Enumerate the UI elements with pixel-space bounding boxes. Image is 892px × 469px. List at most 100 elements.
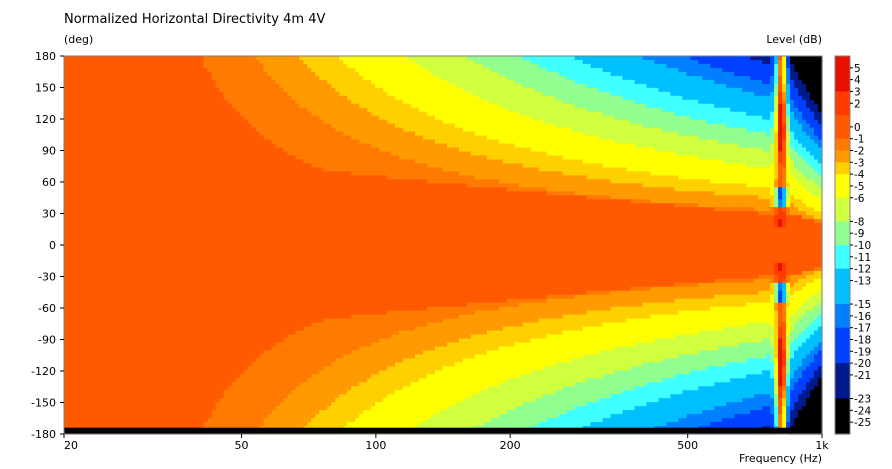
- heatmap-cell: [159, 179, 165, 184]
- heatmap-cell: [79, 398, 85, 403]
- heatmap-cell: [219, 179, 225, 184]
- heatmap-cell: [155, 350, 161, 356]
- chart-title: Normalized Horizontal Directivity 4m 4V: [64, 12, 326, 27]
- heatmap-cell: [139, 270, 145, 276]
- heatmap-cell: [131, 215, 137, 220]
- heatmap-cell: [215, 354, 221, 359]
- heatmap-cell: [183, 394, 189, 399]
- heatmap-cell: [135, 362, 141, 367]
- heatmap-cell: [211, 131, 217, 137]
- heatmap-cell: [127, 167, 133, 172]
- heatmap-cell: [115, 191, 121, 196]
- heatmap-cell: [191, 290, 197, 296]
- heatmap-cell: [227, 203, 233, 208]
- heatmap-cell: [167, 199, 173, 204]
- heatmap-cell: [251, 414, 257, 419]
- heatmap-cell: [259, 155, 265, 161]
- heatmap-cell: [95, 223, 101, 228]
- heatmap-cell: [147, 195, 153, 200]
- heatmap-cell: [135, 310, 141, 316]
- heatmap-cell: [187, 318, 193, 324]
- heatmap-cell: [227, 350, 233, 356]
- heatmap-cell: [111, 175, 117, 180]
- heatmap-cell: [159, 231, 165, 236]
- heatmap-cell: [83, 258, 89, 264]
- heatmap-cell: [135, 334, 141, 340]
- heatmap-cell: [191, 63, 197, 69]
- heatmap-cell: [231, 306, 237, 312]
- heatmap-cell: [91, 314, 97, 320]
- heatmap-cell: [75, 354, 81, 359]
- heatmap-cell: [75, 243, 81, 248]
- heatmap-cell: [223, 406, 229, 411]
- heatmap-cell: [99, 167, 105, 172]
- heatmap-cell: [179, 350, 185, 356]
- heatmap-cell: [191, 354, 197, 359]
- heatmap-cell: [251, 394, 257, 399]
- heatmap-cell: [75, 402, 81, 407]
- heatmap-cell: [215, 318, 221, 324]
- heatmap-cell: [191, 131, 197, 137]
- heatmap-cell: [131, 278, 137, 284]
- heatmap-cell: [259, 282, 265, 288]
- heatmap-cell: [159, 314, 165, 320]
- heatmap-cell: [75, 175, 81, 180]
- heatmap-cell: [151, 250, 157, 256]
- heatmap-cell: [159, 139, 165, 145]
- heatmap-cell: [79, 270, 85, 276]
- heatmap-cell: [243, 151, 249, 157]
- heatmap-cell: [99, 406, 105, 411]
- heatmap-cell: [151, 270, 157, 276]
- heatmap-cell: [243, 183, 249, 188]
- heatmap-cell: [67, 306, 73, 312]
- heatmap-cell: [183, 239, 189, 244]
- heatmap-cell: [247, 406, 253, 411]
- heatmap-cell: [103, 386, 109, 391]
- heatmap-cell: [167, 135, 173, 141]
- heatmap-cell: [64, 199, 69, 204]
- heatmap-cell: [219, 171, 225, 176]
- heatmap-cell: [211, 282, 217, 288]
- heatmap-cell: [64, 246, 69, 252]
- heatmap-cell: [123, 330, 129, 336]
- heatmap-cell: [235, 87, 241, 93]
- heatmap-cell: [91, 219, 97, 224]
- heatmap-cell: [119, 163, 125, 169]
- heatmap-cell: [231, 422, 237, 427]
- heatmap-cell: [215, 422, 221, 427]
- heatmap-cell: [239, 111, 245, 117]
- heatmap-cell: [151, 187, 157, 192]
- heatmap-cell: [135, 219, 141, 224]
- heatmap-cell: [235, 115, 241, 121]
- heatmap-cell: [207, 235, 213, 240]
- heatmap-cell: [135, 286, 141, 292]
- heatmap-cell: [99, 338, 105, 344]
- heatmap-cell: [131, 203, 137, 208]
- heatmap-cell: [219, 254, 225, 260]
- heatmap-cell: [267, 362, 273, 367]
- heatmap-cell: [239, 310, 245, 316]
- heatmap-cell: [111, 191, 117, 196]
- heatmap-cell: [239, 386, 245, 391]
- heatmap-cell: [263, 211, 269, 216]
- heatmap-cell: [143, 159, 149, 165]
- heatmap-cell: [263, 139, 269, 145]
- heatmap-cell: [103, 235, 109, 240]
- heatmap-cell: [139, 358, 145, 363]
- heatmap-cell: [191, 254, 197, 260]
- heatmap-cell: [255, 322, 261, 328]
- heatmap-cell: [127, 246, 133, 252]
- heatmap-cell: [179, 203, 185, 208]
- heatmap-cell: [115, 274, 121, 280]
- heatmap-cell: [79, 406, 85, 411]
- heatmap-cell: [139, 135, 145, 141]
- heatmap-cell: [255, 378, 261, 383]
- heatmap-cell: [195, 119, 201, 125]
- heatmap-cell: [139, 139, 145, 145]
- heatmap-cell: [159, 87, 165, 93]
- heatmap-cell: [175, 342, 181, 348]
- heatmap-cell: [111, 195, 117, 200]
- heatmap-cell: [223, 211, 229, 216]
- heatmap-cell: [83, 310, 89, 316]
- heatmap-cell: [131, 67, 137, 73]
